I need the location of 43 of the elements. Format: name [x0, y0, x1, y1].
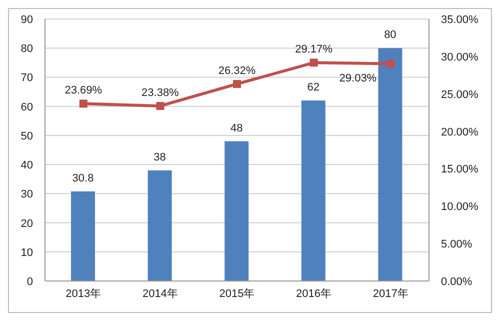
y2-tick-label: 20.00% [441, 126, 479, 138]
bar [301, 100, 326, 281]
point [156, 102, 164, 110]
y2-tick-label: 0.00% [441, 276, 472, 288]
y-tick-label: 10 [20, 246, 33, 259]
y-tick-label: 70 [20, 72, 33, 84]
y2-tick-label: 15.00% [441, 164, 479, 176]
data-label: 29.03% [339, 72, 377, 85]
y-tick-label: 60 [20, 101, 33, 114]
point [79, 100, 88, 108]
data-label: 23.69% [64, 84, 102, 97]
y2-tick-label: 10.00% [441, 201, 479, 214]
y2-tick-label: 35.00% [441, 14, 479, 26]
data-label: 38 [154, 151, 166, 164]
y-tick-label: 0 [26, 276, 33, 288]
y2-tick-label: 30.00% [441, 51, 479, 64]
bar [378, 48, 402, 281]
x-tick-label: 2013年 [66, 288, 102, 300]
x-tick-label: 2016年 [296, 288, 332, 300]
x-tick-label: 2014年 [142, 288, 178, 300]
y-tick-label: 30 [20, 188, 33, 201]
data-label: 48 [230, 122, 243, 134]
data-label: 80 [384, 29, 396, 42]
y-tick-label: 20 [20, 218, 33, 230]
x-tick-label: 2015年 [219, 288, 255, 300]
data-label: 29.17% [295, 44, 333, 56]
point [386, 60, 395, 68]
bar [148, 170, 172, 281]
y2-tick-label: 5.00% [441, 238, 472, 251]
point [310, 58, 318, 67]
point [233, 80, 241, 88]
y-tick-label: 40 [20, 160, 33, 172]
y-tick-label: 50 [20, 130, 33, 142]
bar [224, 141, 249, 281]
bar [71, 191, 95, 281]
data-label: 30.8 [72, 172, 94, 184]
data-label: 62 [307, 82, 320, 94]
y2-tick-label: 25.00% [441, 88, 479, 101]
x-tick-label: 2017年 [372, 288, 408, 300]
data-label: 23.38% [142, 86, 180, 99]
data-label: 26.32% [218, 64, 256, 77]
y-tick-label: 80 [20, 43, 33, 56]
y-tick-label: 90 [20, 14, 33, 26]
